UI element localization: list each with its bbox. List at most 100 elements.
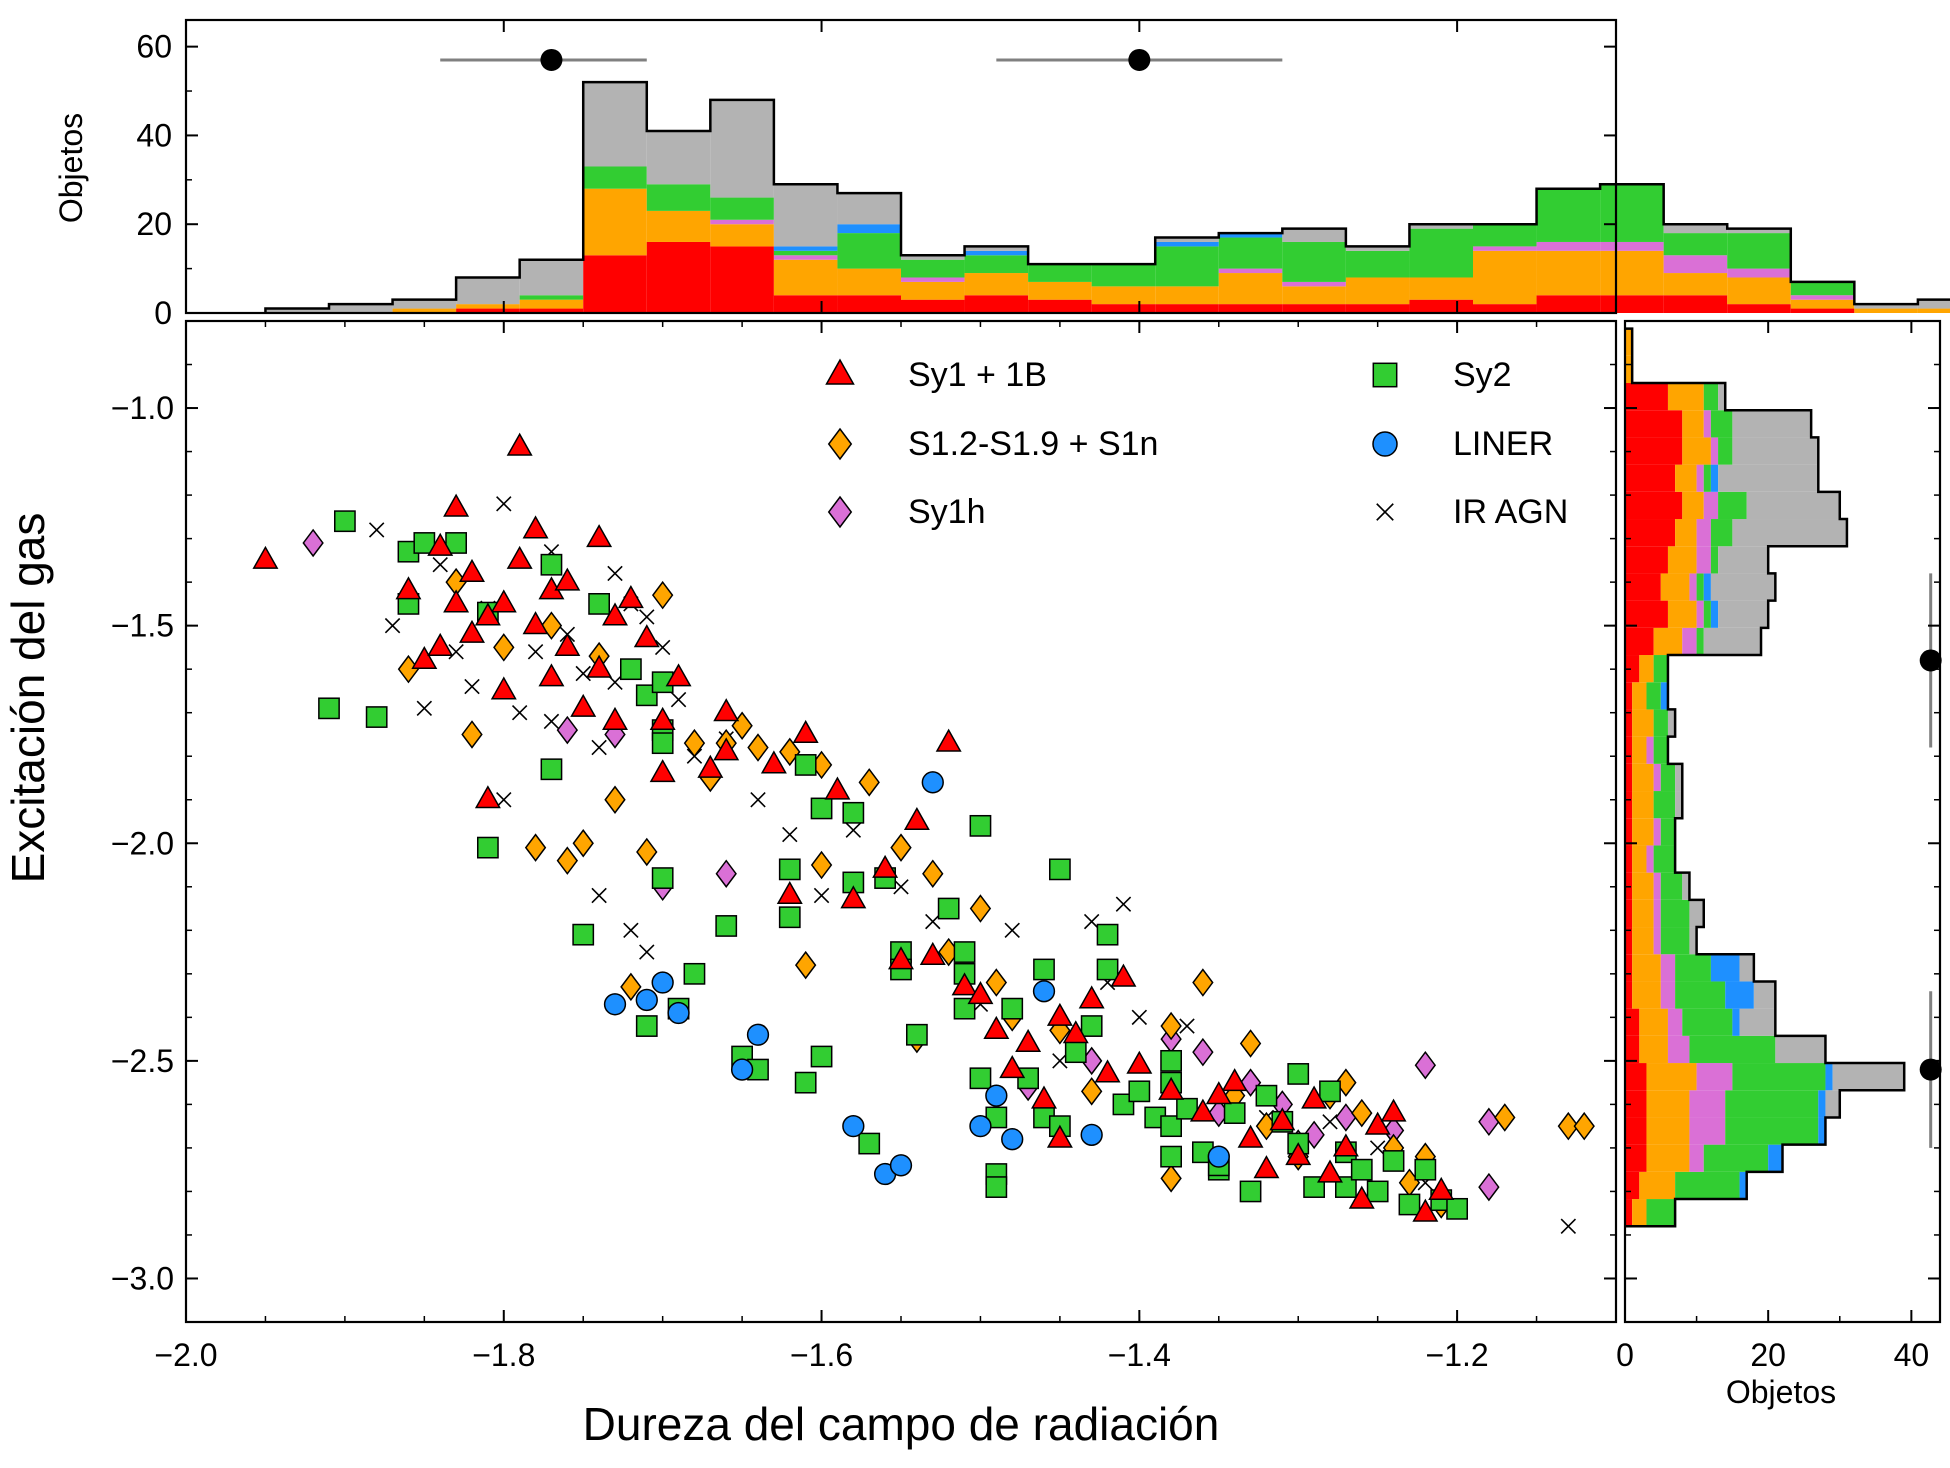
right-hist-segment (1746, 491, 1840, 520)
top-hist-segment (1790, 308, 1855, 313)
data-point (651, 580, 674, 610)
data-point (794, 950, 817, 980)
data-point (985, 968, 1008, 997)
data-point (922, 859, 944, 888)
right-hist-segment (1639, 1035, 1668, 1064)
top-hist-segment (646, 210, 711, 242)
right-hist-segment (1653, 845, 1676, 873)
right-hist-segment (1625, 355, 1633, 384)
data-point (511, 704, 528, 721)
legend-label: IR AGN (1453, 493, 1568, 531)
scatter-panel: −2.0 −1.8 −1.6 −1.4 −1.2 −1.0 −1.5 −2.0 −2.5 −3.0 (111, 319, 1618, 1373)
top-hist-segment (901, 281, 965, 300)
right-hist-segment (1625, 1117, 1647, 1145)
right-hist-segment (1632, 818, 1654, 846)
top-hist-segment (646, 184, 711, 211)
data-point (893, 879, 909, 895)
top-y-tick-label: 40 (136, 117, 172, 153)
right-hist-segment (1646, 736, 1654, 764)
data-point (416, 700, 433, 717)
data-point (1192, 968, 1214, 997)
data-point (1096, 958, 1119, 981)
top-hist-segment (1536, 188, 1601, 242)
data-point (1189, 1098, 1216, 1122)
top-hist-segment (773, 295, 838, 313)
data-point (1017, 1067, 1040, 1090)
right-hist-segment (1653, 872, 1661, 900)
right-hist-segment (1667, 709, 1676, 737)
right-hist-segment (1703, 1144, 1769, 1172)
top-hist-segment (1282, 286, 1346, 305)
right-hist-segment (1689, 899, 1704, 928)
top-hist-segment (1155, 237, 1219, 242)
right-x-tick-label: 20 (1750, 1337, 1786, 1373)
right-hist-segment (1625, 328, 1633, 356)
legend-entry: LINER (1372, 425, 1553, 463)
top-hist-segment (1600, 184, 1664, 242)
data-point (527, 644, 544, 660)
data-point (649, 706, 676, 730)
right-hist-segment (1653, 709, 1668, 737)
data-point (524, 833, 547, 862)
right-hist-segment (1625, 410, 1683, 438)
data-point (556, 715, 579, 745)
data-point (683, 728, 706, 758)
data-point (1033, 958, 1055, 981)
data-point (1317, 1159, 1343, 1183)
right-hist-segment (1653, 791, 1676, 819)
top-hist-segment (456, 304, 520, 309)
data-point (490, 589, 517, 613)
data-point (1398, 1193, 1421, 1216)
right-hist-segment (1632, 682, 1647, 710)
data-point (654, 639, 671, 656)
top-hist-segment (1345, 277, 1410, 305)
right-hist-segment (1653, 818, 1661, 846)
right-hist-segment (1689, 1144, 1704, 1172)
right-hist-segment (1682, 872, 1690, 900)
data-point (474, 785, 501, 809)
legend-entry: S1.2-S1.9 + S1n (827, 425, 1158, 463)
right-hist-segment (1625, 1090, 1647, 1118)
data-point (554, 567, 581, 591)
data-point (1080, 1123, 1103, 1147)
top-hist-segment (1536, 295, 1601, 313)
data-point (747, 733, 769, 762)
right-hist-segment (1625, 519, 1676, 547)
right-hist-marker (1919, 649, 1942, 672)
right-hist-segment (1625, 383, 1668, 411)
data-point (554, 632, 581, 656)
top-hist-segment (583, 166, 647, 189)
data-point (651, 971, 674, 994)
top-hist-segment (1727, 277, 1791, 305)
data-point (813, 887, 830, 904)
top-hist-segment (1218, 237, 1283, 269)
right-hist-segment (1696, 627, 1704, 656)
top-hist-segment (773, 259, 838, 296)
top-hist-segment (837, 295, 901, 313)
data-point (1032, 980, 1056, 1003)
series-sy1-1b (252, 432, 1455, 1222)
data-point (1380, 1098, 1407, 1122)
right-hist-segment (1675, 791, 1683, 819)
data-point (506, 432, 533, 456)
data-point (365, 706, 388, 728)
top-hist-segment (519, 259, 584, 296)
data-point (683, 962, 706, 985)
top-hist-segment (710, 99, 774, 198)
legend-marker (827, 495, 853, 529)
data-point (824, 776, 851, 800)
right-hist-segment (1646, 1117, 1690, 1145)
right-hist-segment (1660, 954, 1676, 982)
y-tick-label: −1.5 (111, 608, 174, 644)
right-hist-segment (1632, 791, 1654, 819)
data-point (1319, 1080, 1341, 1103)
top-hist-segment (1155, 241, 1219, 247)
y-axis-label: Excitación del gas (2, 513, 54, 884)
legend: Sy1 + 1B S1.2-S1.9 + S1n Sy1h Sy2 LINER IR AG… (825, 356, 1568, 531)
right-hist-segment (1646, 845, 1654, 873)
right-hist-segment (1732, 1008, 1740, 1036)
top-hist-segment (1345, 246, 1410, 251)
top-hist-segment (710, 219, 774, 225)
data-point (1131, 1009, 1148, 1026)
top-hist-segment (1155, 246, 1219, 287)
